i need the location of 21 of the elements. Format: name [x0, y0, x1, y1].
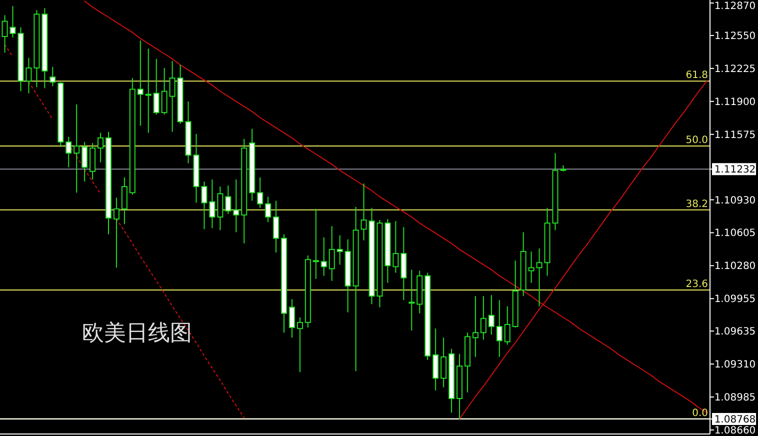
y-tick-label: 1.11232 [714, 164, 756, 176]
annotation: 50.0 [686, 135, 708, 146]
y-tick-label: 1.09955 [714, 294, 756, 306]
y-tick-label: 1.12550 [714, 30, 756, 42]
annotation: 欧美日线图 [82, 320, 192, 345]
y-tick-label: 1.11900 [714, 96, 756, 108]
y-tick-label: 1.12225 [714, 64, 756, 75]
y-tick-label: 1.08768 [714, 414, 756, 426]
y-tick-label: 1.08660 [714, 425, 756, 436]
annotation: 0.0 [692, 408, 708, 419]
y-tick-label: 1.09310 [714, 360, 756, 371]
y-tick-label: 1.08985 [714, 392, 756, 404]
y-tick-label: 1.10280 [714, 261, 756, 272]
y-tick-label: 1.12870 [714, 1, 756, 12]
y-tick-label: 1.10930 [714, 195, 756, 206]
y-tick-label: 1.09635 [714, 326, 756, 338]
annotation: 23.6 [686, 279, 708, 290]
annotation: 61.8 [686, 70, 708, 82]
y-tick-label: 1.10605 [714, 228, 756, 240]
y-tick-label: 1.11575 [714, 130, 756, 141]
annotation: 38.2 [686, 198, 708, 210]
